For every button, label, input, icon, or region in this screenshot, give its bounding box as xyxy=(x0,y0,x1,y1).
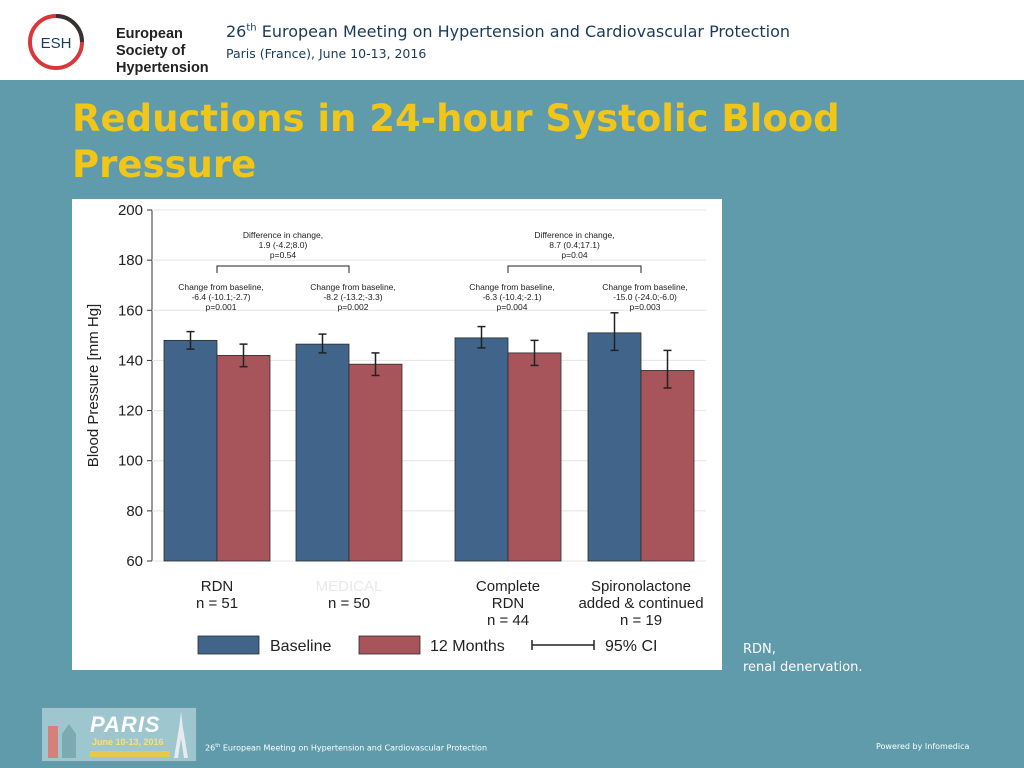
meeting-subtitle: Paris (France), June 10-13, 2016 xyxy=(226,46,427,61)
difference-annotation: Difference in change, xyxy=(243,230,323,240)
y-tick-label: 80 xyxy=(126,503,143,520)
footnote-line-1: RDN, xyxy=(743,642,776,657)
change-annotation: -6.3 (-10.4;-2.1) xyxy=(482,292,541,302)
category-label: added & continued xyxy=(578,595,703,612)
category-label: RDN xyxy=(201,578,234,595)
logo-abbr: ESH xyxy=(41,35,72,52)
y-tick-label: 160 xyxy=(118,302,143,319)
meeting-title: 26th European Meeting on Hypertension an… xyxy=(226,22,790,41)
category-label: RDN xyxy=(492,595,525,612)
difference-annotation: p=0.54 xyxy=(270,250,297,260)
change-annotation: -8.2 (-13.2;-3.3) xyxy=(323,292,382,302)
category-label: n = 44 xyxy=(487,612,529,629)
change-annotation: Change from baseline, xyxy=(469,282,555,292)
paris-badge: PARIS June 10-13, 2016 xyxy=(41,707,197,762)
months12-bar xyxy=(640,370,695,562)
months12-bar xyxy=(216,355,271,562)
baseline-bar xyxy=(295,343,350,562)
header-bar: ESH European Society of Hypertension 26t… xyxy=(0,0,1024,80)
footer-text: 26th European Meeting on Hypertension an… xyxy=(205,743,487,753)
logo-line-3: Hypertension xyxy=(116,60,209,76)
slide-title: Reductions in 24-hour Systolic Blood Pre… xyxy=(72,97,840,186)
meeting-ordinal-sup: th xyxy=(246,22,257,34)
footer-ordinal-sup: th xyxy=(215,743,221,749)
logo-text: European Society of Hypertension xyxy=(116,26,209,77)
category-label: n = 51 xyxy=(196,595,238,612)
change-annotation: Change from baseline, xyxy=(310,282,396,292)
footnote-line-2: renal denervation. xyxy=(743,660,863,675)
y-tick-label: 60 xyxy=(126,553,143,570)
change-annotation: Change from baseline, xyxy=(178,282,264,292)
category-label: Complete xyxy=(476,578,540,595)
category-label: Spironolactone xyxy=(591,578,691,595)
footer-ordinal-num: 26 xyxy=(205,743,216,753)
powered-by: Powered by Infomedica xyxy=(876,742,970,751)
months12-bar xyxy=(348,363,403,562)
paris-badge-strip xyxy=(90,751,170,757)
change-annotation: -15.0 (-24.0;-6.0) xyxy=(613,292,677,302)
y-tick-label: 140 xyxy=(118,352,143,369)
footnote: RDN, renal denervation. xyxy=(743,641,863,677)
esh-logo-icon: ESH xyxy=(28,14,84,70)
meeting-ordinal-num: 26 xyxy=(226,22,247,41)
paris-skyline-icon xyxy=(48,724,76,758)
eiffel-tower-icon xyxy=(174,712,188,758)
y-tick-label: 200 xyxy=(118,202,143,219)
legend-label-ci: 95% CI xyxy=(605,638,657,655)
y-tick-label: 120 xyxy=(118,403,143,420)
change-annotation: p=0.001 xyxy=(206,302,237,312)
bar-chart: 60 80 100 120 140 160 180 200 Blood Pressure [mm… xyxy=(85,202,706,655)
category-label: MEDICAL xyxy=(316,578,383,595)
change-annotation: p=0.004 xyxy=(497,302,528,312)
y-tick-label: 180 xyxy=(118,252,143,269)
baseline-bar xyxy=(454,337,509,562)
meeting-title-text: European Meeting on Hypertension and Car… xyxy=(256,22,791,41)
legend-label-months12: 12 Months xyxy=(430,638,505,655)
logo-line-1: European xyxy=(116,26,183,42)
category-label: n = 19 xyxy=(620,612,662,629)
paris-badge-dates: June 10-13, 2016 xyxy=(92,737,164,747)
change-annotation: -6.4 (-10.1;-2.7) xyxy=(191,292,250,302)
legend-swatch-baseline xyxy=(197,635,260,655)
y-axis-label: Blood Pressure [mm Hg] xyxy=(85,304,102,467)
change-annotation: p=0.002 xyxy=(338,302,369,312)
footer-text-rest: European Meeting on Hypertension and Car… xyxy=(220,743,488,753)
logo-line-2: Society of xyxy=(116,43,186,59)
change-annotation: p=0.003 xyxy=(630,302,661,312)
category-label: n = 50 xyxy=(328,595,370,612)
legend-swatch-months12 xyxy=(358,635,421,655)
difference-bracket xyxy=(507,265,642,273)
difference-annotation: p=0.04 xyxy=(561,250,588,260)
difference-annotation: Difference in change, xyxy=(534,230,614,240)
difference-bracket xyxy=(216,265,350,273)
difference-annotation: 8.7 (0.4;17.1) xyxy=(549,240,600,250)
legend-label-baseline: Baseline xyxy=(270,638,331,655)
chart-panel: 60 80 100 120 140 160 180 200 Blood Pressure [mm… xyxy=(72,199,722,670)
paris-badge-word: PARIS xyxy=(90,712,161,737)
baseline-bar xyxy=(163,339,218,562)
y-tick-label: 100 xyxy=(118,453,143,470)
change-annotation: Change from baseline, xyxy=(602,282,688,292)
baseline-bar xyxy=(587,332,642,562)
months12-bar xyxy=(507,352,562,562)
esh-logo[interactable]: ESH European Society of Hypertension xyxy=(26,12,209,76)
difference-annotation: 1.9 (-4.2;8.0) xyxy=(259,240,308,250)
